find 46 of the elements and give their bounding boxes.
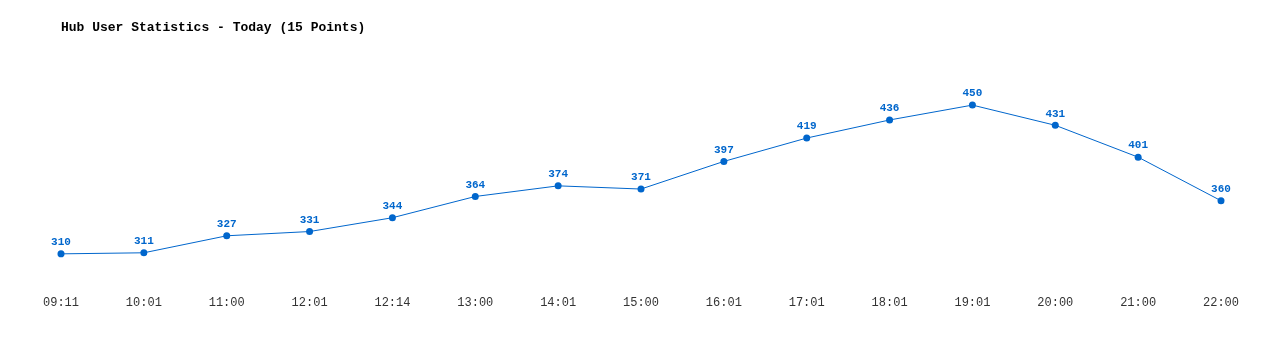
point xyxy=(1217,197,1225,205)
point xyxy=(803,134,811,142)
point xyxy=(1051,121,1059,129)
data-label: 311 xyxy=(133,235,155,248)
data-label: 419 xyxy=(796,120,817,133)
x-tick-label: 13:00 xyxy=(457,295,494,310)
point xyxy=(1134,153,1142,161)
x-tick-label: 18:01 xyxy=(871,295,908,310)
point xyxy=(720,157,728,165)
point xyxy=(886,116,894,124)
data-label: 310 xyxy=(51,236,71,249)
data-label: 360 xyxy=(1211,182,1231,195)
point xyxy=(968,101,976,109)
x-tick-label: 12:01 xyxy=(291,295,328,310)
x-tick-label: 16:01 xyxy=(705,295,742,310)
x-tick-label: 11:00 xyxy=(208,295,245,310)
x-tick-label: 22:00 xyxy=(1202,295,1240,310)
point xyxy=(554,182,562,190)
x-tick-label: 21:00 xyxy=(1120,295,1157,310)
x-tick-label: 17:01 xyxy=(788,295,825,310)
point xyxy=(471,192,479,200)
data-label: 344 xyxy=(382,199,403,212)
x-tick-label: 19:01 xyxy=(954,295,991,310)
point xyxy=(140,249,148,257)
x-tick-label: 20:00 xyxy=(1037,295,1074,310)
data-label: 436 xyxy=(879,102,900,115)
data-label: 401 xyxy=(1128,139,1149,152)
x-tick-label: 10:01 xyxy=(125,295,162,310)
data-label: 371 xyxy=(631,171,652,184)
x-tick-label: 09:11 xyxy=(42,295,80,310)
point xyxy=(306,228,314,236)
x-tick-label: 12:14 xyxy=(374,295,411,310)
data-label: 431 xyxy=(1045,107,1066,120)
x-tick-label: 14:01 xyxy=(540,295,577,310)
x-tick-label: 15:00 xyxy=(622,295,660,310)
data-label: 374 xyxy=(548,168,569,181)
data-label: 331 xyxy=(299,213,320,226)
point xyxy=(57,250,65,258)
point xyxy=(223,232,231,240)
data-label: 364 xyxy=(465,178,486,191)
data-label: 450 xyxy=(962,87,983,100)
data-label: 327 xyxy=(216,218,237,231)
chart-title: Hub User Statistics - Today (15 Points) xyxy=(61,20,366,36)
data-label: 397 xyxy=(713,143,734,156)
point xyxy=(388,214,396,222)
point xyxy=(637,185,645,193)
